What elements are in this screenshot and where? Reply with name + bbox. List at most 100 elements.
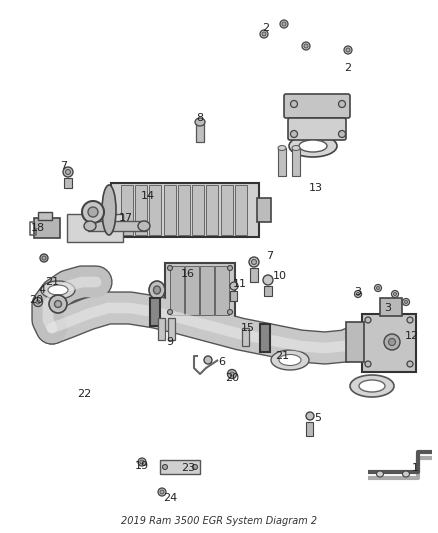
Ellipse shape	[403, 298, 410, 305]
Ellipse shape	[279, 354, 301, 366]
Polygon shape	[67, 214, 123, 242]
Ellipse shape	[138, 458, 146, 466]
Ellipse shape	[88, 207, 98, 217]
Ellipse shape	[354, 290, 361, 297]
Ellipse shape	[251, 260, 257, 264]
Bar	[38, 212, 52, 220]
Ellipse shape	[36, 300, 40, 304]
Bar	[192, 185, 204, 235]
Text: 16: 16	[181, 269, 195, 279]
Ellipse shape	[82, 201, 104, 223]
Ellipse shape	[289, 135, 337, 157]
Bar	[260, 324, 270, 352]
Ellipse shape	[138, 221, 150, 231]
Bar	[160, 460, 200, 474]
Ellipse shape	[160, 490, 164, 494]
Ellipse shape	[84, 221, 96, 231]
Ellipse shape	[357, 293, 360, 295]
Ellipse shape	[162, 464, 167, 470]
Bar	[235, 185, 247, 235]
Ellipse shape	[346, 48, 350, 52]
Ellipse shape	[227, 369, 237, 378]
Text: 14: 14	[141, 191, 155, 201]
Ellipse shape	[230, 372, 234, 376]
Bar	[64, 178, 72, 188]
Ellipse shape	[292, 146, 300, 150]
Ellipse shape	[167, 265, 173, 271]
Ellipse shape	[365, 317, 371, 323]
Ellipse shape	[140, 460, 144, 464]
Bar	[158, 318, 165, 340]
Ellipse shape	[153, 286, 160, 294]
Ellipse shape	[278, 146, 286, 150]
Ellipse shape	[260, 30, 268, 38]
Ellipse shape	[271, 350, 309, 370]
Text: 9: 9	[166, 337, 173, 347]
Ellipse shape	[227, 310, 233, 314]
Bar	[221, 185, 233, 235]
Ellipse shape	[66, 169, 71, 174]
Bar	[111, 183, 259, 237]
Ellipse shape	[49, 295, 67, 313]
Ellipse shape	[262, 32, 266, 36]
Text: 2: 2	[262, 23, 269, 33]
Bar	[362, 314, 416, 372]
Ellipse shape	[384, 334, 400, 350]
Bar	[149, 185, 162, 235]
Text: 15: 15	[241, 323, 255, 333]
Text: 6: 6	[219, 357, 226, 367]
Ellipse shape	[48, 285, 68, 295]
Text: 20: 20	[225, 373, 239, 383]
Bar	[178, 185, 190, 235]
Ellipse shape	[365, 361, 371, 367]
Ellipse shape	[302, 42, 310, 50]
Ellipse shape	[158, 488, 166, 496]
Bar	[88, 221, 146, 231]
Ellipse shape	[407, 317, 413, 323]
Text: 20: 20	[29, 295, 43, 305]
Ellipse shape	[339, 101, 346, 108]
Text: 5: 5	[314, 413, 321, 423]
Bar	[264, 286, 272, 296]
Text: 1: 1	[411, 463, 418, 473]
Bar	[278, 148, 286, 176]
Text: 19: 19	[135, 461, 149, 471]
Ellipse shape	[405, 301, 407, 303]
Text: 18: 18	[31, 223, 45, 233]
Bar	[215, 266, 229, 315]
Bar	[164, 185, 176, 235]
Bar	[292, 148, 300, 176]
Ellipse shape	[374, 285, 381, 292]
Ellipse shape	[389, 338, 396, 345]
Ellipse shape	[290, 131, 297, 138]
Bar	[34, 218, 60, 238]
Ellipse shape	[40, 254, 48, 262]
Bar	[135, 185, 147, 235]
Bar	[257, 198, 271, 222]
Ellipse shape	[403, 471, 410, 477]
Ellipse shape	[377, 287, 379, 289]
Text: 24: 24	[163, 493, 177, 503]
Ellipse shape	[230, 282, 238, 290]
Bar	[168, 318, 175, 340]
Ellipse shape	[304, 44, 308, 48]
Ellipse shape	[407, 361, 413, 367]
Text: 13: 13	[309, 183, 323, 193]
Text: 21: 21	[45, 277, 59, 287]
Text: 12: 12	[405, 331, 419, 341]
Bar	[346, 322, 364, 362]
FancyBboxPatch shape	[284, 94, 350, 118]
Ellipse shape	[377, 471, 384, 477]
Text: 22: 22	[77, 389, 91, 399]
Ellipse shape	[393, 293, 396, 295]
Text: 10: 10	[273, 271, 287, 281]
Ellipse shape	[54, 301, 61, 308]
Bar	[185, 266, 199, 315]
Ellipse shape	[192, 464, 198, 470]
Bar	[206, 185, 218, 235]
Ellipse shape	[344, 46, 352, 54]
Ellipse shape	[282, 22, 286, 26]
Text: 3: 3	[354, 287, 361, 297]
Ellipse shape	[290, 101, 297, 108]
Ellipse shape	[33, 297, 42, 306]
